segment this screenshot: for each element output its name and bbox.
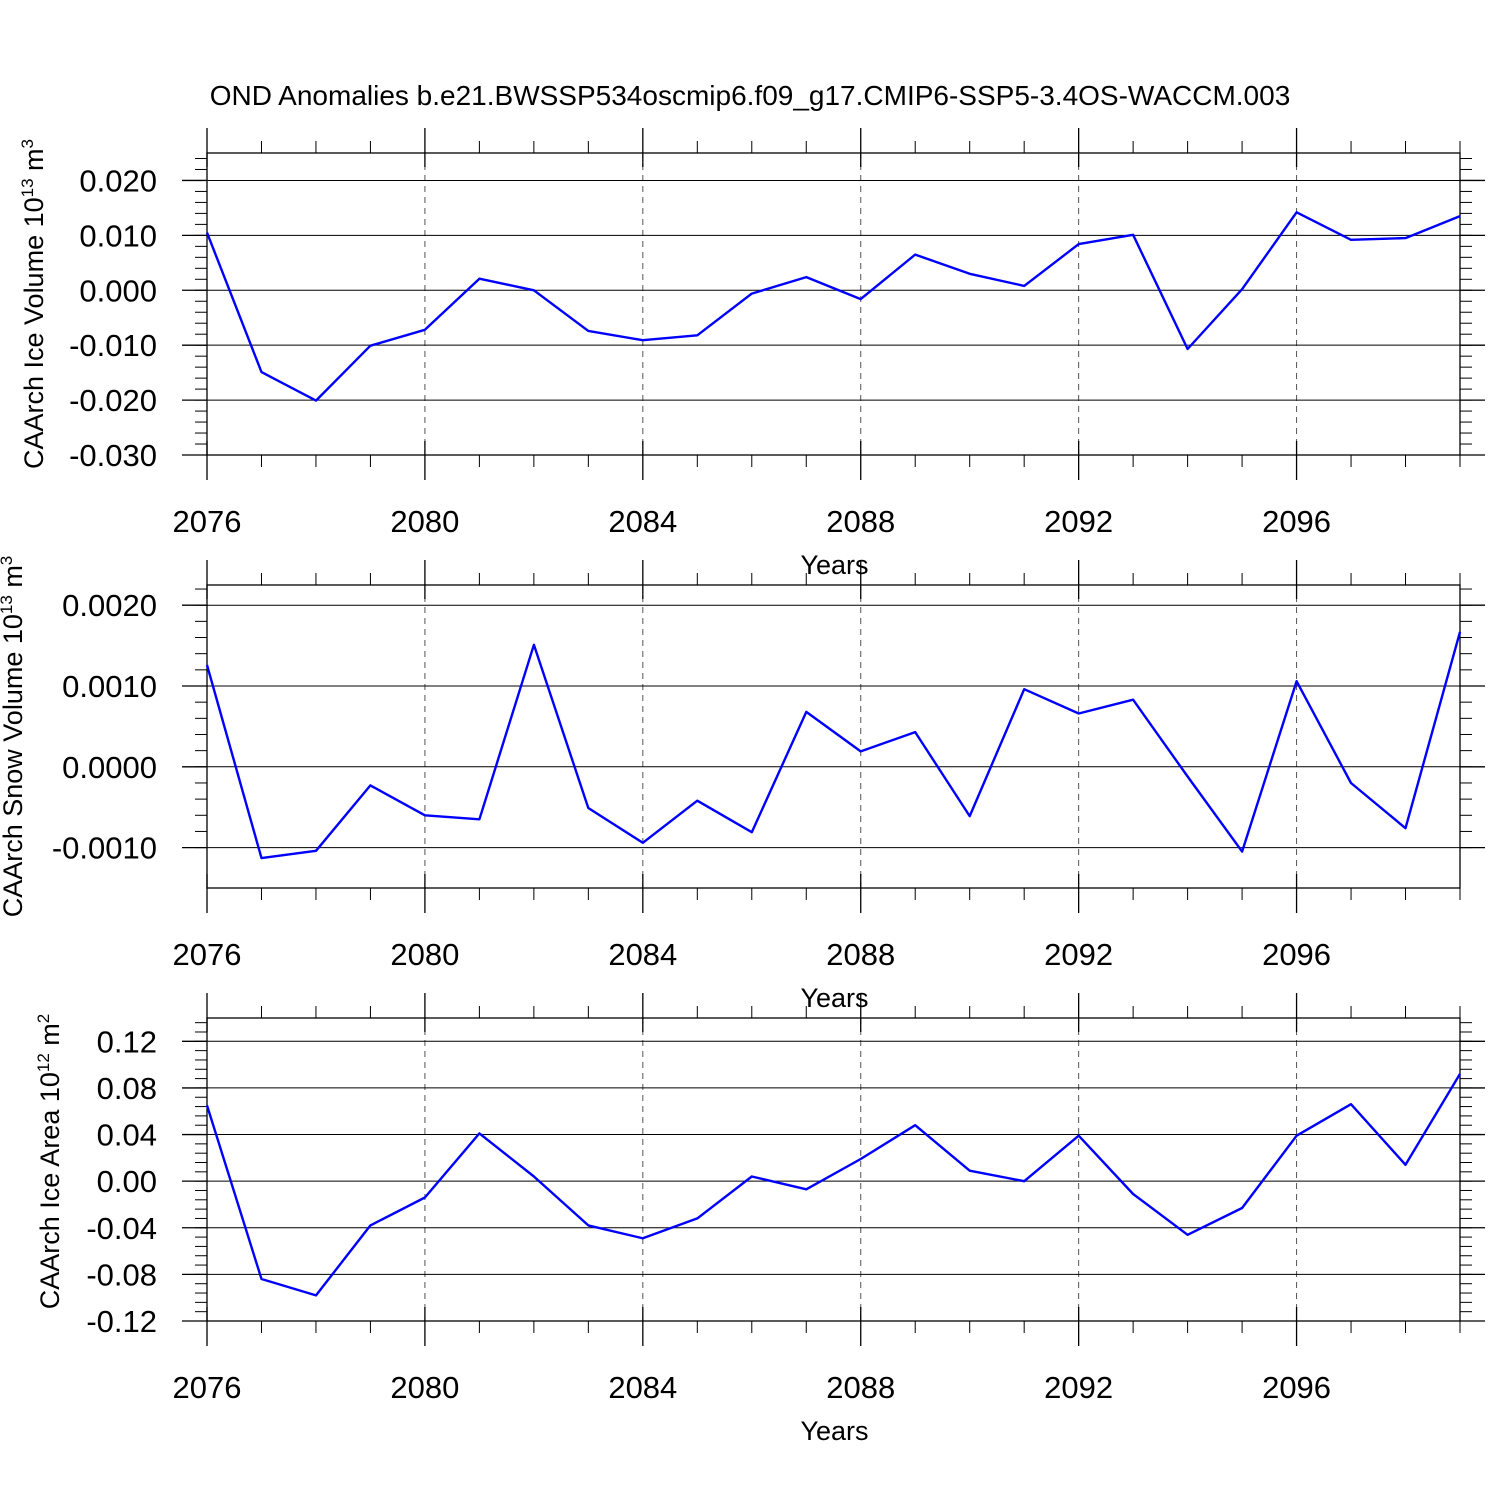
x-tick-label: 2096 xyxy=(1262,937,1331,972)
chart-panel-3: 0.12 0.08 0.04 0.00 -0.04 -0.08 -0.12 2076 2080 2… xyxy=(34,993,1485,1446)
y-axis-label: CAArch Snow Volume 1013 m3 xyxy=(0,556,28,918)
y-tick-label: 0.000 xyxy=(79,273,157,308)
y-axis-label-text: CAArch Ice Area 10 xyxy=(35,1072,65,1309)
series-line xyxy=(205,631,1462,860)
x-tick-label: 2076 xyxy=(173,1370,242,1405)
series-line xyxy=(205,1073,1462,1297)
y-tick-label: -0.0010 xyxy=(52,831,157,866)
x-tick-label: 2080 xyxy=(390,504,459,539)
x-tick-label: 2076 xyxy=(173,937,242,972)
x-tick-label: 2084 xyxy=(608,1370,677,1405)
y-tick-label: -0.08 xyxy=(86,1257,157,1292)
y-tick-label: -0.020 xyxy=(69,383,157,418)
y-tick-label: 0.12 xyxy=(97,1024,157,1059)
x-axis-label: Years xyxy=(800,1416,868,1446)
y-axis-label-unit: m xyxy=(0,565,28,595)
y-axis-label: CAArch Ice Area 1012 m2 xyxy=(34,1014,65,1310)
x-tick-label: 2084 xyxy=(608,504,677,539)
y-tick-label: 0.010 xyxy=(79,218,157,253)
chart-panel-1: 0.020 0.010 0.000 -0.010 -0.020 -0.030 2076 208… xyxy=(18,128,1485,580)
x-tick-label: 2088 xyxy=(826,937,895,972)
y-axis-label-exponent: 13 xyxy=(0,595,16,614)
y-tick-label: 0.0000 xyxy=(62,750,157,785)
y-tick-label: -0.04 xyxy=(86,1211,157,1246)
plot-frame xyxy=(206,152,1461,456)
y-tick-label: 0.08 xyxy=(97,1071,157,1106)
y-axis-label: CAArch Ice Volume 1013 m3 xyxy=(18,139,49,469)
x-tick-label: 2080 xyxy=(390,937,459,972)
y-tick-label: 0.0020 xyxy=(62,588,157,623)
x-tick-label: 2096 xyxy=(1262,1370,1331,1405)
y-axis-label-exponent: 12 xyxy=(34,1053,53,1072)
chart-panel-2: 0.0020 0.0010 0.0000 -0.0010 2076 2080 2084 208… xyxy=(0,556,1485,1013)
x-tick-label: 2092 xyxy=(1044,1370,1113,1405)
y-tick-label: 0.04 xyxy=(97,1118,157,1153)
y-tick-label: -0.010 xyxy=(69,328,157,363)
y-axis-label-text: CAArch Ice Volume 10 xyxy=(19,197,49,469)
figure-title: OND Anomalies b.e21.BWSSP534oscmip6.f09_… xyxy=(210,80,1291,111)
x-tick-label: 2080 xyxy=(390,1370,459,1405)
y-axis-label-unit: m xyxy=(19,148,49,178)
y-tick-label: 0.0010 xyxy=(62,669,157,704)
x-tick-label: 2092 xyxy=(1044,504,1113,539)
plot-frame xyxy=(206,1017,1461,1322)
x-tick-label: 2088 xyxy=(826,504,895,539)
y-tick-label: 0.00 xyxy=(97,1164,157,1199)
x-tick-label: 2076 xyxy=(173,504,242,539)
x-axis-label: Years xyxy=(800,550,868,580)
y-axis-label-unit: m xyxy=(35,1023,65,1053)
x-tick-label: 2096 xyxy=(1262,504,1331,539)
y-tick-label: -0.030 xyxy=(69,438,157,473)
x-tick-label: 2088 xyxy=(826,1370,895,1405)
x-tick-label: 2084 xyxy=(608,937,677,972)
series-line xyxy=(205,211,1461,402)
y-axis-label-unit-exponent: 3 xyxy=(18,139,37,148)
y-axis-label-exponent: 13 xyxy=(18,178,37,197)
y-axis-label-text: CAArch Snow Volume 10 xyxy=(0,614,28,917)
x-tick-label: 2092 xyxy=(1044,937,1113,972)
y-tick-label: 0.020 xyxy=(79,163,157,198)
plot-frame xyxy=(206,584,1461,889)
y-axis-label-unit-exponent: 3 xyxy=(0,556,16,565)
y-axis-label-unit-exponent: 2 xyxy=(34,1014,53,1023)
x-axis-label: Years xyxy=(800,983,868,1013)
y-tick-label: -0.12 xyxy=(86,1304,157,1339)
